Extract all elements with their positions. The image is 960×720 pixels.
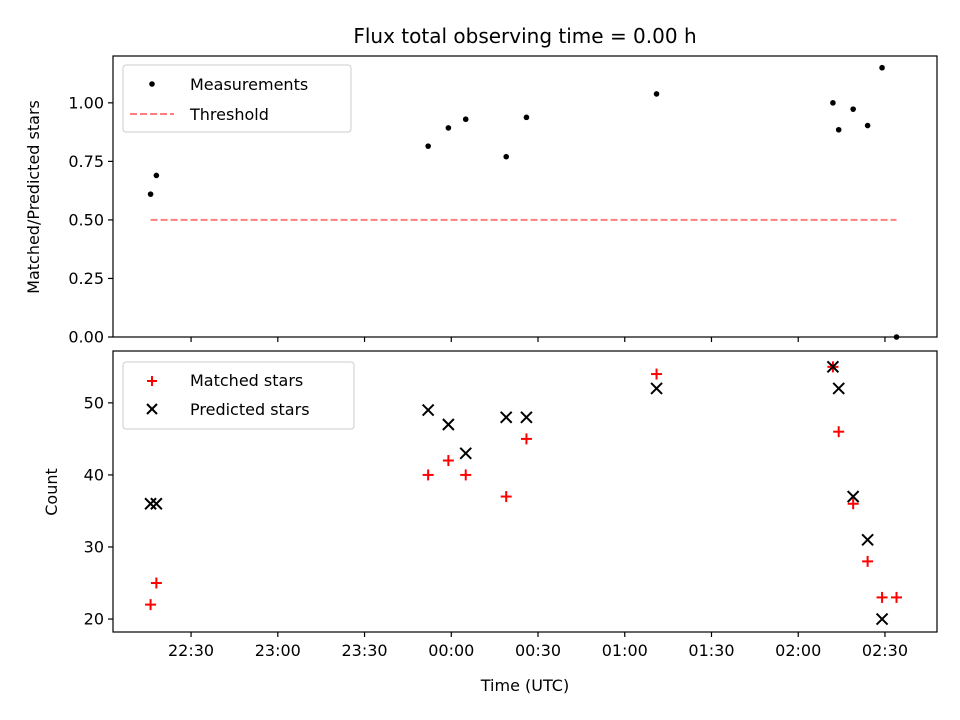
predicted-stars-legend-label: Predicted stars — [190, 400, 310, 419]
top-legend: Measurements Threshold — [122, 64, 352, 133]
predicted-stars-point — [826, 360, 840, 374]
bottom-xtick-label: 01:30 — [688, 641, 734, 660]
matched-stars-point — [500, 491, 512, 503]
matched-stars-legend-marker — [147, 376, 157, 386]
predicted-stars-point — [442, 418, 455, 431]
bottom-ytick-label: 20 — [84, 610, 104, 629]
predicted-stars-legend-marker — [146, 403, 158, 415]
matched-stars-point — [651, 368, 663, 380]
bottom-ytick-label: 30 — [84, 537, 104, 556]
top-chart-title: Flux total observing time = 0.00 h — [353, 24, 696, 48]
predicted-stars-point — [861, 533, 874, 546]
predicted-stars-point — [459, 447, 472, 460]
bottom-ytick-label: 40 — [84, 465, 104, 484]
measurements-point — [445, 125, 452, 131]
bottom-xtick-label: 00:00 — [428, 641, 474, 660]
bottom-y-axis-label: Count — [42, 468, 61, 516]
top-axes-frame — [112, 55, 938, 338]
matched-stars-legend-label: Matched stars — [190, 371, 303, 390]
matched-stars-point — [460, 469, 472, 481]
bottom-xtick-label: 23:30 — [341, 641, 387, 660]
measurements-point — [835, 126, 842, 133]
matched-stars-point — [422, 469, 434, 481]
predicted-stars-point — [144, 497, 157, 510]
predicted-stars-point — [832, 382, 845, 395]
bottom-xtick-label: 23:00 — [255, 641, 301, 660]
bottom-panel: 20 30 40 50 22:30 23:00 23:30 00:00 00:30 01:00 01… — [84, 360, 908, 660]
measurements-point — [864, 122, 871, 129]
bottom-xtick-label: 00:30 — [515, 641, 561, 660]
matched-stars-point — [847, 498, 859, 510]
predicted-stars-point — [875, 612, 889, 626]
matched-stars-point — [833, 426, 845, 438]
bottom-ytick-label: 50 — [84, 393, 104, 412]
measurements-legend-marker — [149, 81, 155, 87]
matched-stars-point — [891, 591, 903, 603]
measurements-point — [879, 64, 885, 71]
bottom-axes-frame — [112, 350, 938, 633]
top-y-axis-label: Matched/Predicted stars — [24, 100, 43, 294]
bottom-xtick-label: 22:30 — [168, 641, 214, 660]
measurements-legend-label: Measurements — [190, 75, 308, 94]
predicted-stars-point — [150, 497, 163, 510]
predicted-stars-point — [499, 411, 513, 424]
top-ytick-label: 0.50 — [68, 210, 104, 229]
top-ytick-label: 0.75 — [68, 152, 104, 171]
measurements-point — [425, 143, 431, 149]
predicted-stars-point — [520, 411, 533, 424]
bottom-legend-box — [122, 361, 355, 430]
top-legend-box — [122, 64, 352, 133]
measurements-point — [503, 153, 510, 160]
predicted-stars-point — [421, 403, 435, 417]
predicted-stars-point — [846, 490, 860, 503]
matched-stars-point — [150, 577, 162, 589]
top-ytick-label: 0.00 — [68, 328, 104, 347]
measurements-point — [462, 116, 469, 123]
predicted-stars-point — [650, 382, 663, 395]
top-panel: 0.00 0.25 0.50 0.75 1.00 — [68, 64, 900, 347]
threshold-legend-label: Threshold — [189, 105, 269, 124]
matched-stars-point — [520, 433, 532, 445]
top-ytick-label: 0.25 — [68, 269, 104, 288]
matched-stars-point — [876, 591, 888, 603]
bottom-xtick-label: 01:00 — [602, 641, 648, 660]
measurements-point — [523, 114, 530, 121]
measurements-point — [147, 191, 154, 197]
measurements-point — [830, 100, 836, 106]
measurements-point — [850, 106, 856, 112]
matched-stars-point — [145, 599, 157, 611]
matched-stars-point — [862, 555, 874, 567]
bottom-xtick-label: 02:30 — [862, 641, 908, 660]
top-ytick-label: 1.00 — [68, 93, 104, 112]
bottom-xtick-label: 02:00 — [775, 641, 821, 660]
x-axis-label: Time (UTC) — [480, 676, 569, 695]
measurements-point — [153, 172, 160, 179]
matched-stars-point — [442, 455, 454, 467]
measurements-point — [653, 91, 660, 97]
bottom-legend: Matched stars Predicted stars — [122, 361, 355, 430]
